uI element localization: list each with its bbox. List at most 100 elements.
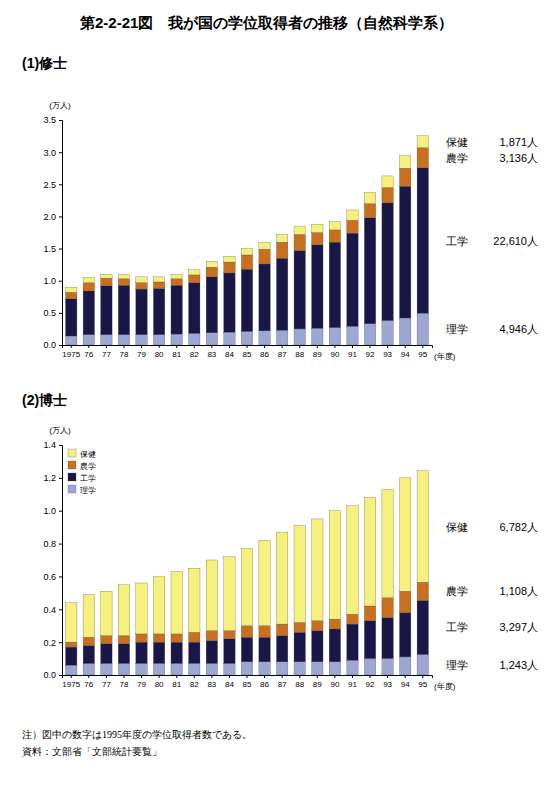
bar [66, 299, 77, 336]
bar [101, 274, 112, 278]
tick-mark [59, 281, 62, 282]
tick: 3.5 [43, 115, 62, 125]
tick: 94 [401, 675, 410, 689]
tick-label: 82 [190, 680, 199, 689]
bar [294, 662, 305, 675]
bar [136, 583, 147, 634]
bar [66, 287, 77, 292]
annotation: 工学22,610人 [446, 235, 538, 247]
annotation-label: 保健 [446, 521, 468, 533]
tick-label: 90 [330, 680, 339, 689]
bar [101, 278, 112, 286]
bar [312, 245, 323, 329]
tick-mark [123, 675, 124, 678]
tick-mark [59, 478, 62, 479]
tick: 88 [295, 345, 304, 359]
tick: 3.0 [43, 148, 62, 158]
bar [364, 204, 375, 218]
bar [294, 632, 305, 662]
bar [276, 234, 287, 242]
chart-title: (1)修士 [22, 55, 67, 71]
annotation-value: 3,297人 [499, 621, 538, 633]
bar [241, 332, 252, 346]
annotation-value: 4,946人 [499, 323, 538, 335]
series [66, 471, 429, 642]
bar [241, 662, 252, 675]
bar [153, 634, 164, 642]
bar [417, 655, 428, 675]
bar [399, 613, 410, 657]
bars [66, 136, 429, 345]
bar [241, 255, 252, 269]
bar [224, 639, 235, 664]
bar [382, 598, 393, 618]
bar [417, 582, 428, 600]
bar [206, 664, 217, 676]
tick-mark [59, 120, 62, 121]
annotation-label: 工学 [446, 235, 468, 247]
series [66, 148, 429, 299]
bar [83, 283, 94, 291]
bar [364, 324, 375, 345]
tick-mark [59, 576, 62, 577]
bar [136, 634, 147, 642]
tick-label: 1.0 [43, 506, 56, 516]
tick-label: 0.6 [43, 572, 56, 582]
bar [347, 210, 358, 220]
tick-mark [229, 345, 230, 348]
bar [417, 136, 428, 148]
tick-label: 95 [418, 350, 427, 359]
tick-label: 86 [260, 350, 269, 359]
bar [417, 168, 428, 313]
tick-label: 77 [102, 680, 111, 689]
tick: 80 [155, 345, 164, 359]
series [66, 136, 429, 293]
bar [118, 636, 129, 644]
bar [294, 526, 305, 623]
tick: 1.0 [43, 276, 62, 286]
tick-mark [211, 675, 212, 678]
tick-mark [59, 216, 62, 217]
tick: 84 [225, 345, 234, 359]
bar [101, 664, 112, 676]
tick-label: 83 [207, 350, 216, 359]
annotation: 工学3,297人 [446, 621, 538, 633]
bar [136, 335, 147, 345]
bar [83, 637, 94, 645]
tick-label: 76 [84, 680, 93, 689]
tick-label: 89 [313, 680, 322, 689]
bar [206, 631, 217, 641]
bar [417, 148, 428, 168]
bar [136, 642, 147, 663]
bar [118, 664, 129, 676]
tick: 83 [207, 345, 216, 359]
bar [382, 176, 393, 188]
bar [153, 282, 164, 288]
tick: 0.2 [43, 638, 62, 648]
note: 資料：文部省「文部統計要覧」 [22, 746, 162, 757]
tick-label: 92 [366, 680, 375, 689]
bar [329, 629, 340, 662]
tick-mark [405, 675, 406, 678]
bar [347, 220, 358, 233]
bar [294, 226, 305, 234]
bar [66, 647, 77, 665]
y-axis-title: (万人) [49, 101, 71, 110]
axis-line [59, 446, 63, 676]
annotation-label: 農学 [446, 585, 468, 597]
bar [347, 326, 358, 345]
tick-mark [282, 345, 283, 348]
bar [224, 262, 235, 273]
legend-label: 農学 [80, 462, 96, 471]
tick: 92 [366, 345, 375, 359]
tick: 95 [418, 675, 427, 689]
bar [276, 330, 287, 345]
annotation: 理学1,243人 [446, 659, 538, 671]
legend-swatch [68, 449, 76, 457]
bar [136, 277, 147, 283]
tick-label: 78 [120, 350, 129, 359]
tick-mark [370, 675, 371, 678]
tick-mark [370, 345, 371, 348]
y-axis-title: (万人) [49, 426, 71, 435]
tick-mark [59, 544, 62, 545]
